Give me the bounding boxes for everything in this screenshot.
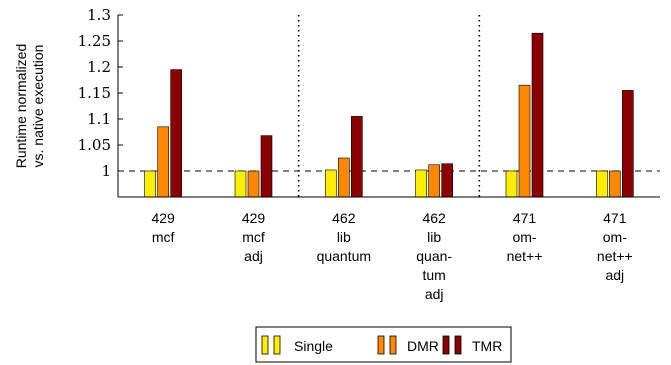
category-label-line: net++ [507,248,543,264]
category-label-line: om- [603,229,627,245]
bar-tmr [622,90,634,198]
axes [117,15,660,198]
bar-dmr [518,84,531,198]
y-axis-label: Runtime normalizedvs. native execution [13,44,46,169]
category-label-line: 462 [332,210,356,226]
category-label-line: lib [337,229,351,245]
y-axis-title: Runtime normalizedvs. native execution [13,44,46,169]
x-categories: 429 mcf 429 mcf adj 462 lib quantum 462 lib quan-t… [151,210,632,302]
category-label-line: om- [512,229,536,245]
bar-single [144,170,156,198]
category-label-line: net++ [597,248,633,264]
category-label-line: 429 [242,210,266,226]
legend-swatch [377,335,385,355]
y-axis-title-line: Runtime normalized [13,44,29,169]
category-label-line: tum [422,267,445,283]
category-label: 462 lib quan-tum adj [416,210,452,302]
y-tick-label: 1.1 [87,110,111,128]
legend-swatch [454,335,462,355]
bar-single [234,170,247,198]
category-label-line: 471 [513,210,537,226]
y-tick-label: 1 [101,162,111,180]
bar-dmr [428,164,440,198]
category-label-line: 462 [422,210,446,226]
category-label: 471 om-net++ [507,210,543,264]
category-label-line: 471 [603,210,627,226]
bar-tmr [260,135,273,198]
legend-swatch [442,335,450,355]
y-ticks: 1 1.05 1.1 1.15 1.2 1.25 1.3 [78,6,123,180]
y-tick-label: 1.15 [78,84,111,102]
legend-label: TMR [472,338,502,354]
reference-lines [118,15,660,197]
category-label-line: adj [244,248,263,264]
bar-dmr [609,170,621,198]
y-tick-label: 1.25 [78,32,111,50]
bar-tmr [441,163,453,198]
category-label-line: mcf [242,229,265,245]
y-tick-label: 1.05 [78,136,111,154]
bar-dmr [338,157,350,198]
category-label: 471 om-net++ adj [597,210,633,283]
category-label: 429 mcf [151,210,175,245]
legend-label: DMR [407,338,439,354]
bar-tmr [351,116,363,198]
bar-dmr [247,170,260,198]
y-tick-label: 1.3 [87,6,111,24]
bar-single [596,170,608,198]
bar-tmr [531,32,544,198]
bar-single [325,169,337,198]
bars [144,32,634,198]
bar-single [505,170,518,198]
legend-swatch [389,335,397,355]
legend: Single DMR TMR [255,326,512,363]
bar-dmr [157,126,169,198]
category-label: 462 lib quantum [317,210,371,264]
bar-single [415,169,427,198]
y-axis-title-line: vs. native execution [30,45,46,168]
category-label-line: adj [605,267,624,283]
category-label-line: mcf [152,229,175,245]
category-label-line: lib [427,229,441,245]
legend-swatch [273,335,281,355]
category-label-line: 429 [151,210,175,226]
category-label-line: quan- [416,248,452,264]
legend-swatch [261,335,269,355]
category-label-line: adj [425,286,444,302]
legend-label: Single [294,338,333,354]
y-tick-label: 1.2 [87,58,111,76]
category-label: 429 mcf adj [242,210,266,264]
bar-tmr [170,69,182,198]
category-label-line: quantum [317,248,371,264]
